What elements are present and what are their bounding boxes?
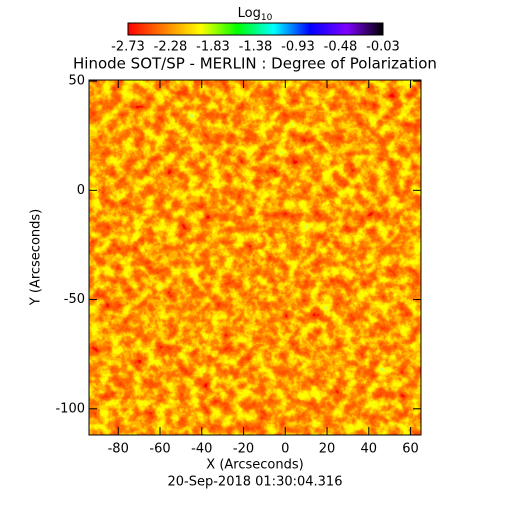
- colorbar-tick-label: -1.83: [196, 40, 230, 55]
- colorbar-tick-label: -0.48: [324, 40, 358, 55]
- x-tick-label: -60: [149, 442, 170, 457]
- footer-date: 20-Sep-2018 01:30:04.316: [168, 475, 343, 490]
- y-tick-label: -100: [55, 401, 85, 416]
- y-tick-label: -50: [64, 292, 85, 307]
- colorbar-tick-label: -2.73: [111, 40, 145, 55]
- x-tick-label: 60: [402, 442, 419, 457]
- x-tick-label: -20: [233, 442, 254, 457]
- x-axis-label: X (Arcseconds): [206, 458, 303, 473]
- x-tick-label: -80: [108, 442, 129, 457]
- colorbar-tick-label: -0.93: [281, 40, 315, 55]
- x-tick-label: 20: [319, 442, 336, 457]
- colorbar-tick-label: -0.03: [366, 40, 400, 55]
- x-tick-label: 40: [361, 442, 378, 457]
- colorbar-tick-label: -2.28: [154, 40, 188, 55]
- y-tick-label: 50: [68, 74, 85, 89]
- plot-frame: [88, 79, 422, 436]
- colorbar-tick-label: -1.38: [239, 40, 273, 55]
- polarization-image: [89, 80, 421, 435]
- colorbar-label: Log10: [238, 6, 273, 23]
- chart-title: Hinode SOT/SP - MERLIN : Degree of Polar…: [73, 55, 437, 73]
- y-axis-label: Y (Arcseconds): [29, 209, 44, 306]
- x-tick-label: -40: [191, 442, 212, 457]
- x-tick-label: 0: [281, 442, 289, 457]
- y-tick-label: 0: [77, 183, 85, 198]
- colorbar: [127, 22, 384, 36]
